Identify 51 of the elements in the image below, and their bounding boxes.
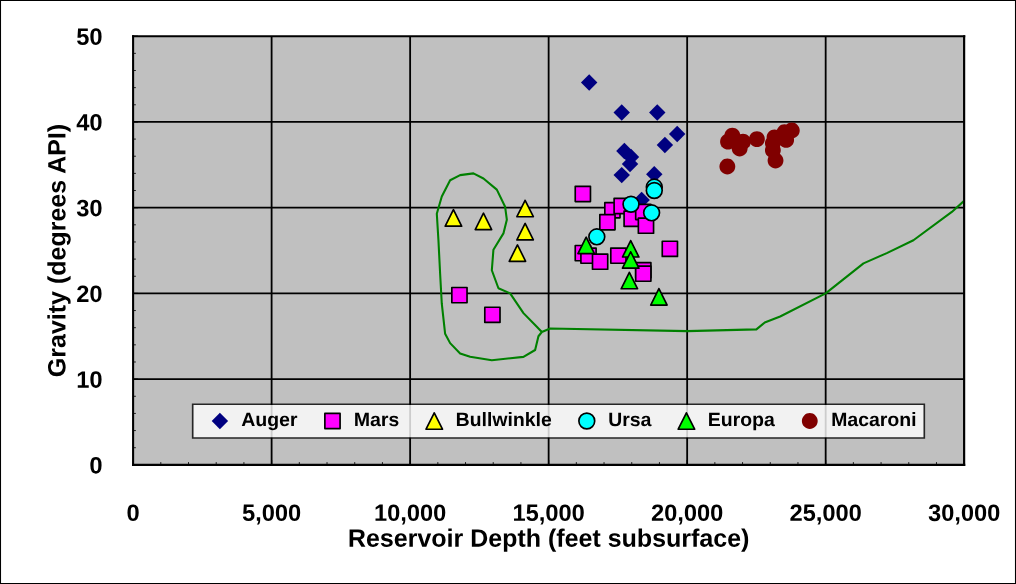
point — [613, 104, 630, 121]
legend-label: Bullwinkle — [456, 412, 552, 427]
point — [474, 212, 493, 231]
point — [634, 265, 652, 283]
point — [621, 250, 640, 270]
point — [574, 185, 592, 203]
point — [450, 286, 468, 304]
point — [622, 195, 640, 213]
point — [620, 271, 639, 290]
y-tick-label: 10 — [77, 371, 102, 388]
point — [767, 152, 784, 169]
y-tick-label: 30 — [76, 199, 102, 217]
point — [444, 208, 463, 228]
point — [516, 222, 535, 241]
point — [588, 228, 606, 246]
point — [516, 199, 535, 218]
legend-label: Mars — [355, 412, 399, 427]
legend-label: Ursa — [609, 412, 652, 427]
x-tick-label: 30,000 — [928, 504, 1000, 525]
point — [642, 204, 661, 222]
y-tick-label: 0 — [90, 456, 102, 474]
point — [577, 236, 596, 255]
point — [656, 136, 674, 154]
legend-label: Macaroni — [832, 412, 916, 427]
point — [649, 104, 666, 121]
point — [748, 131, 765, 147]
y-tick-label: 50 — [77, 28, 102, 45]
point — [580, 74, 598, 91]
y-axis-title: Gravity (degrees API) — [47, 125, 71, 377]
x-tick-label: 10,000 — [375, 504, 446, 525]
point — [598, 213, 616, 231]
x-tick-label: 15,000 — [514, 504, 584, 525]
x-axis-title: Reservoir Depth (feet subsurface) — [349, 528, 749, 552]
point — [719, 158, 736, 175]
point — [613, 166, 630, 184]
y-tick-label: 40 — [76, 114, 102, 131]
point — [661, 240, 679, 258]
point — [591, 253, 609, 271]
x-tick-label: 20,000 — [651, 504, 723, 525]
point — [483, 306, 501, 324]
point — [649, 287, 668, 306]
point — [668, 125, 686, 143]
y-tick-label: 20 — [77, 285, 102, 303]
x-tick-label: 5,000 — [242, 504, 301, 525]
point — [645, 181, 664, 200]
x-tick-label: 25,000 — [790, 504, 861, 525]
x-tick-label: 0 — [127, 504, 139, 522]
legend-label: Europa — [709, 412, 775, 431]
line-series — [435, 172, 965, 362]
legend-label: Auger — [241, 412, 298, 431]
point — [508, 244, 527, 263]
